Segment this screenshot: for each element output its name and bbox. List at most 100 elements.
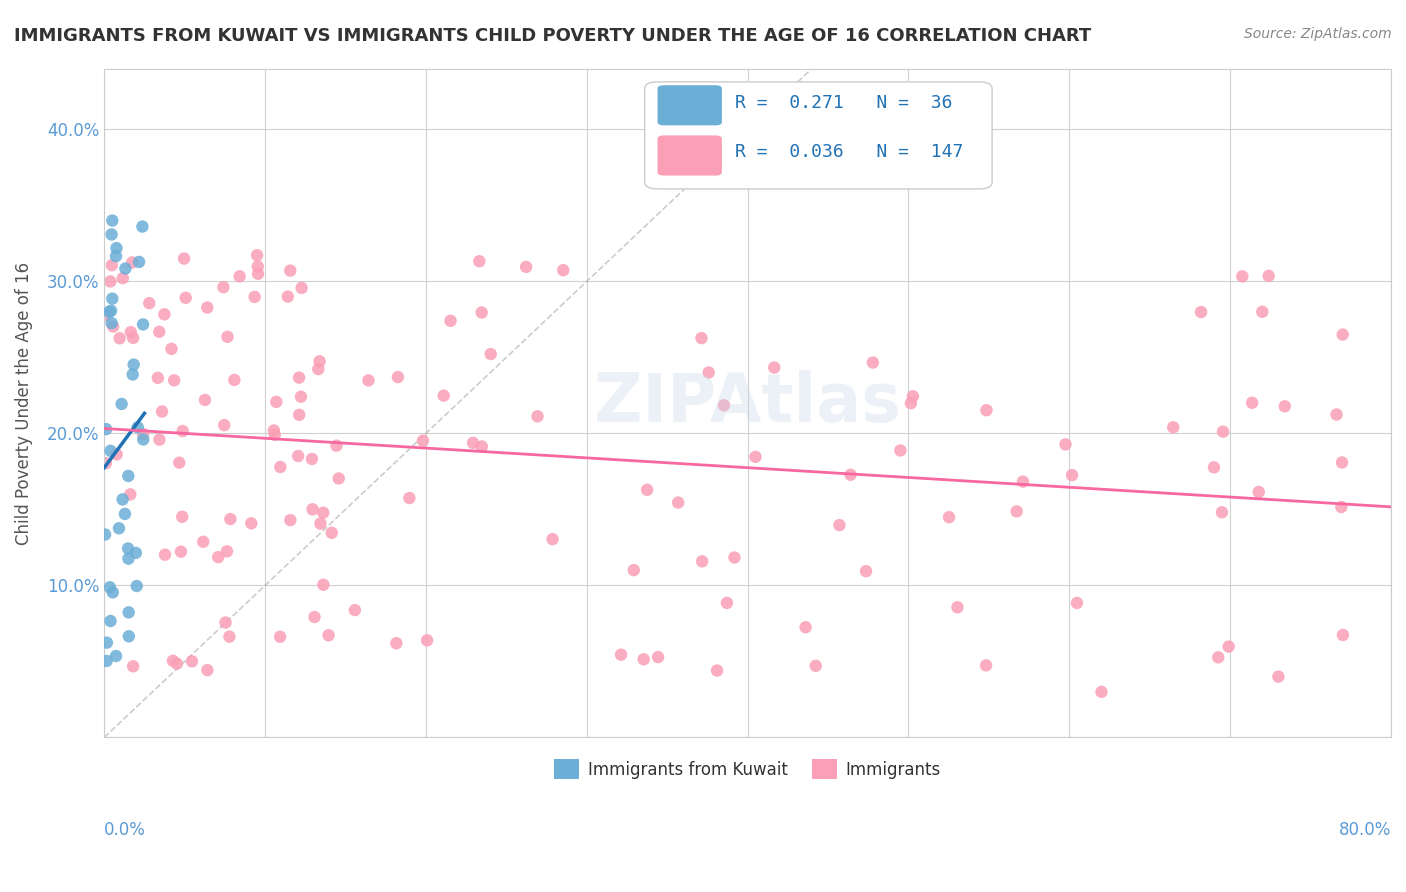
Point bbox=[288, 370, 311, 384]
Point bbox=[181, 654, 204, 668]
Point bbox=[976, 403, 998, 417]
Point bbox=[247, 267, 270, 281]
Point bbox=[105, 447, 128, 461]
Point bbox=[1331, 327, 1354, 342]
Point bbox=[219, 512, 242, 526]
Point bbox=[1274, 399, 1296, 413]
Point bbox=[636, 483, 658, 497]
Point bbox=[1232, 269, 1254, 284]
Point bbox=[1066, 596, 1088, 610]
Point bbox=[207, 550, 229, 565]
Point bbox=[117, 551, 139, 566]
Point bbox=[132, 433, 155, 447]
Point bbox=[131, 219, 153, 234]
Point bbox=[479, 347, 502, 361]
Point bbox=[162, 654, 184, 668]
Point bbox=[98, 580, 121, 594]
Text: Source: ZipAtlas.com: Source: ZipAtlas.com bbox=[1244, 27, 1392, 41]
Point bbox=[128, 255, 150, 269]
Point bbox=[228, 269, 250, 284]
Point bbox=[101, 585, 124, 599]
Point bbox=[217, 330, 239, 344]
Point bbox=[114, 261, 136, 276]
Point bbox=[125, 546, 148, 560]
Point bbox=[697, 366, 720, 380]
Point bbox=[101, 319, 124, 334]
Point bbox=[94, 527, 117, 541]
Y-axis label: Child Poverty Under the Age of 16: Child Poverty Under the Age of 16 bbox=[15, 261, 32, 544]
Point bbox=[212, 280, 235, 294]
Point bbox=[118, 606, 141, 620]
Point bbox=[117, 469, 139, 483]
Point bbox=[553, 263, 575, 277]
Text: 80.0%: 80.0% bbox=[1339, 821, 1391, 839]
Text: IMMIGRANTS FROM KUWAIT VS IMMIGRANTS CHILD POVERTY UNDER THE AGE OF 16 CORRELATI: IMMIGRANTS FROM KUWAIT VS IMMIGRANTS CHI… bbox=[14, 27, 1091, 45]
Point bbox=[301, 452, 323, 467]
Point bbox=[94, 456, 117, 470]
Text: R =  0.036   N =  147: R = 0.036 N = 147 bbox=[735, 143, 963, 161]
Point bbox=[146, 371, 169, 385]
Point bbox=[153, 307, 176, 321]
Point bbox=[197, 663, 219, 677]
Point bbox=[1330, 500, 1353, 514]
Point bbox=[98, 305, 121, 319]
Point bbox=[148, 433, 170, 447]
Point bbox=[307, 362, 329, 376]
Point bbox=[212, 418, 235, 433]
Point bbox=[121, 368, 143, 382]
Point bbox=[433, 389, 456, 403]
Point bbox=[901, 389, 924, 403]
Point bbox=[1241, 396, 1264, 410]
Point bbox=[266, 395, 288, 409]
Point bbox=[723, 550, 745, 565]
Point bbox=[706, 664, 728, 678]
Point bbox=[804, 658, 827, 673]
Point bbox=[150, 404, 173, 418]
Point bbox=[515, 260, 537, 274]
Point bbox=[287, 449, 309, 463]
Point bbox=[387, 370, 409, 384]
Point bbox=[153, 548, 176, 562]
Point bbox=[541, 532, 564, 546]
Point bbox=[243, 290, 266, 304]
Point bbox=[946, 600, 969, 615]
Point bbox=[278, 513, 301, 527]
Point bbox=[309, 516, 332, 531]
Point bbox=[1161, 420, 1184, 434]
Point bbox=[439, 314, 461, 328]
Point bbox=[166, 657, 188, 671]
Point bbox=[101, 292, 124, 306]
Point bbox=[132, 318, 155, 332]
Point bbox=[96, 654, 118, 668]
Point bbox=[170, 544, 193, 558]
Point bbox=[118, 629, 141, 643]
Legend: Immigrants from Kuwait, Immigrants: Immigrants from Kuwait, Immigrants bbox=[547, 752, 948, 786]
Point bbox=[1211, 505, 1233, 519]
Point bbox=[1257, 268, 1279, 283]
Point bbox=[308, 354, 330, 368]
Point bbox=[1012, 475, 1035, 489]
Text: R =  0.271   N =  36: R = 0.271 N = 36 bbox=[735, 95, 952, 112]
Point bbox=[1054, 437, 1077, 451]
Point bbox=[108, 331, 131, 345]
Point bbox=[194, 392, 217, 407]
Point bbox=[148, 325, 170, 339]
Point bbox=[304, 610, 326, 624]
Point bbox=[938, 510, 960, 524]
Point bbox=[263, 427, 285, 442]
Point bbox=[269, 630, 291, 644]
Point bbox=[278, 263, 301, 277]
Point bbox=[100, 275, 122, 289]
Point bbox=[690, 331, 713, 345]
Point bbox=[122, 659, 145, 673]
Point bbox=[974, 658, 997, 673]
Point bbox=[301, 502, 323, 516]
Point bbox=[122, 331, 145, 345]
Point bbox=[172, 424, 194, 438]
Point bbox=[610, 648, 633, 662]
Point bbox=[1218, 640, 1240, 654]
Point bbox=[138, 296, 160, 310]
Point bbox=[312, 506, 335, 520]
Point bbox=[412, 434, 434, 448]
Point bbox=[716, 596, 738, 610]
